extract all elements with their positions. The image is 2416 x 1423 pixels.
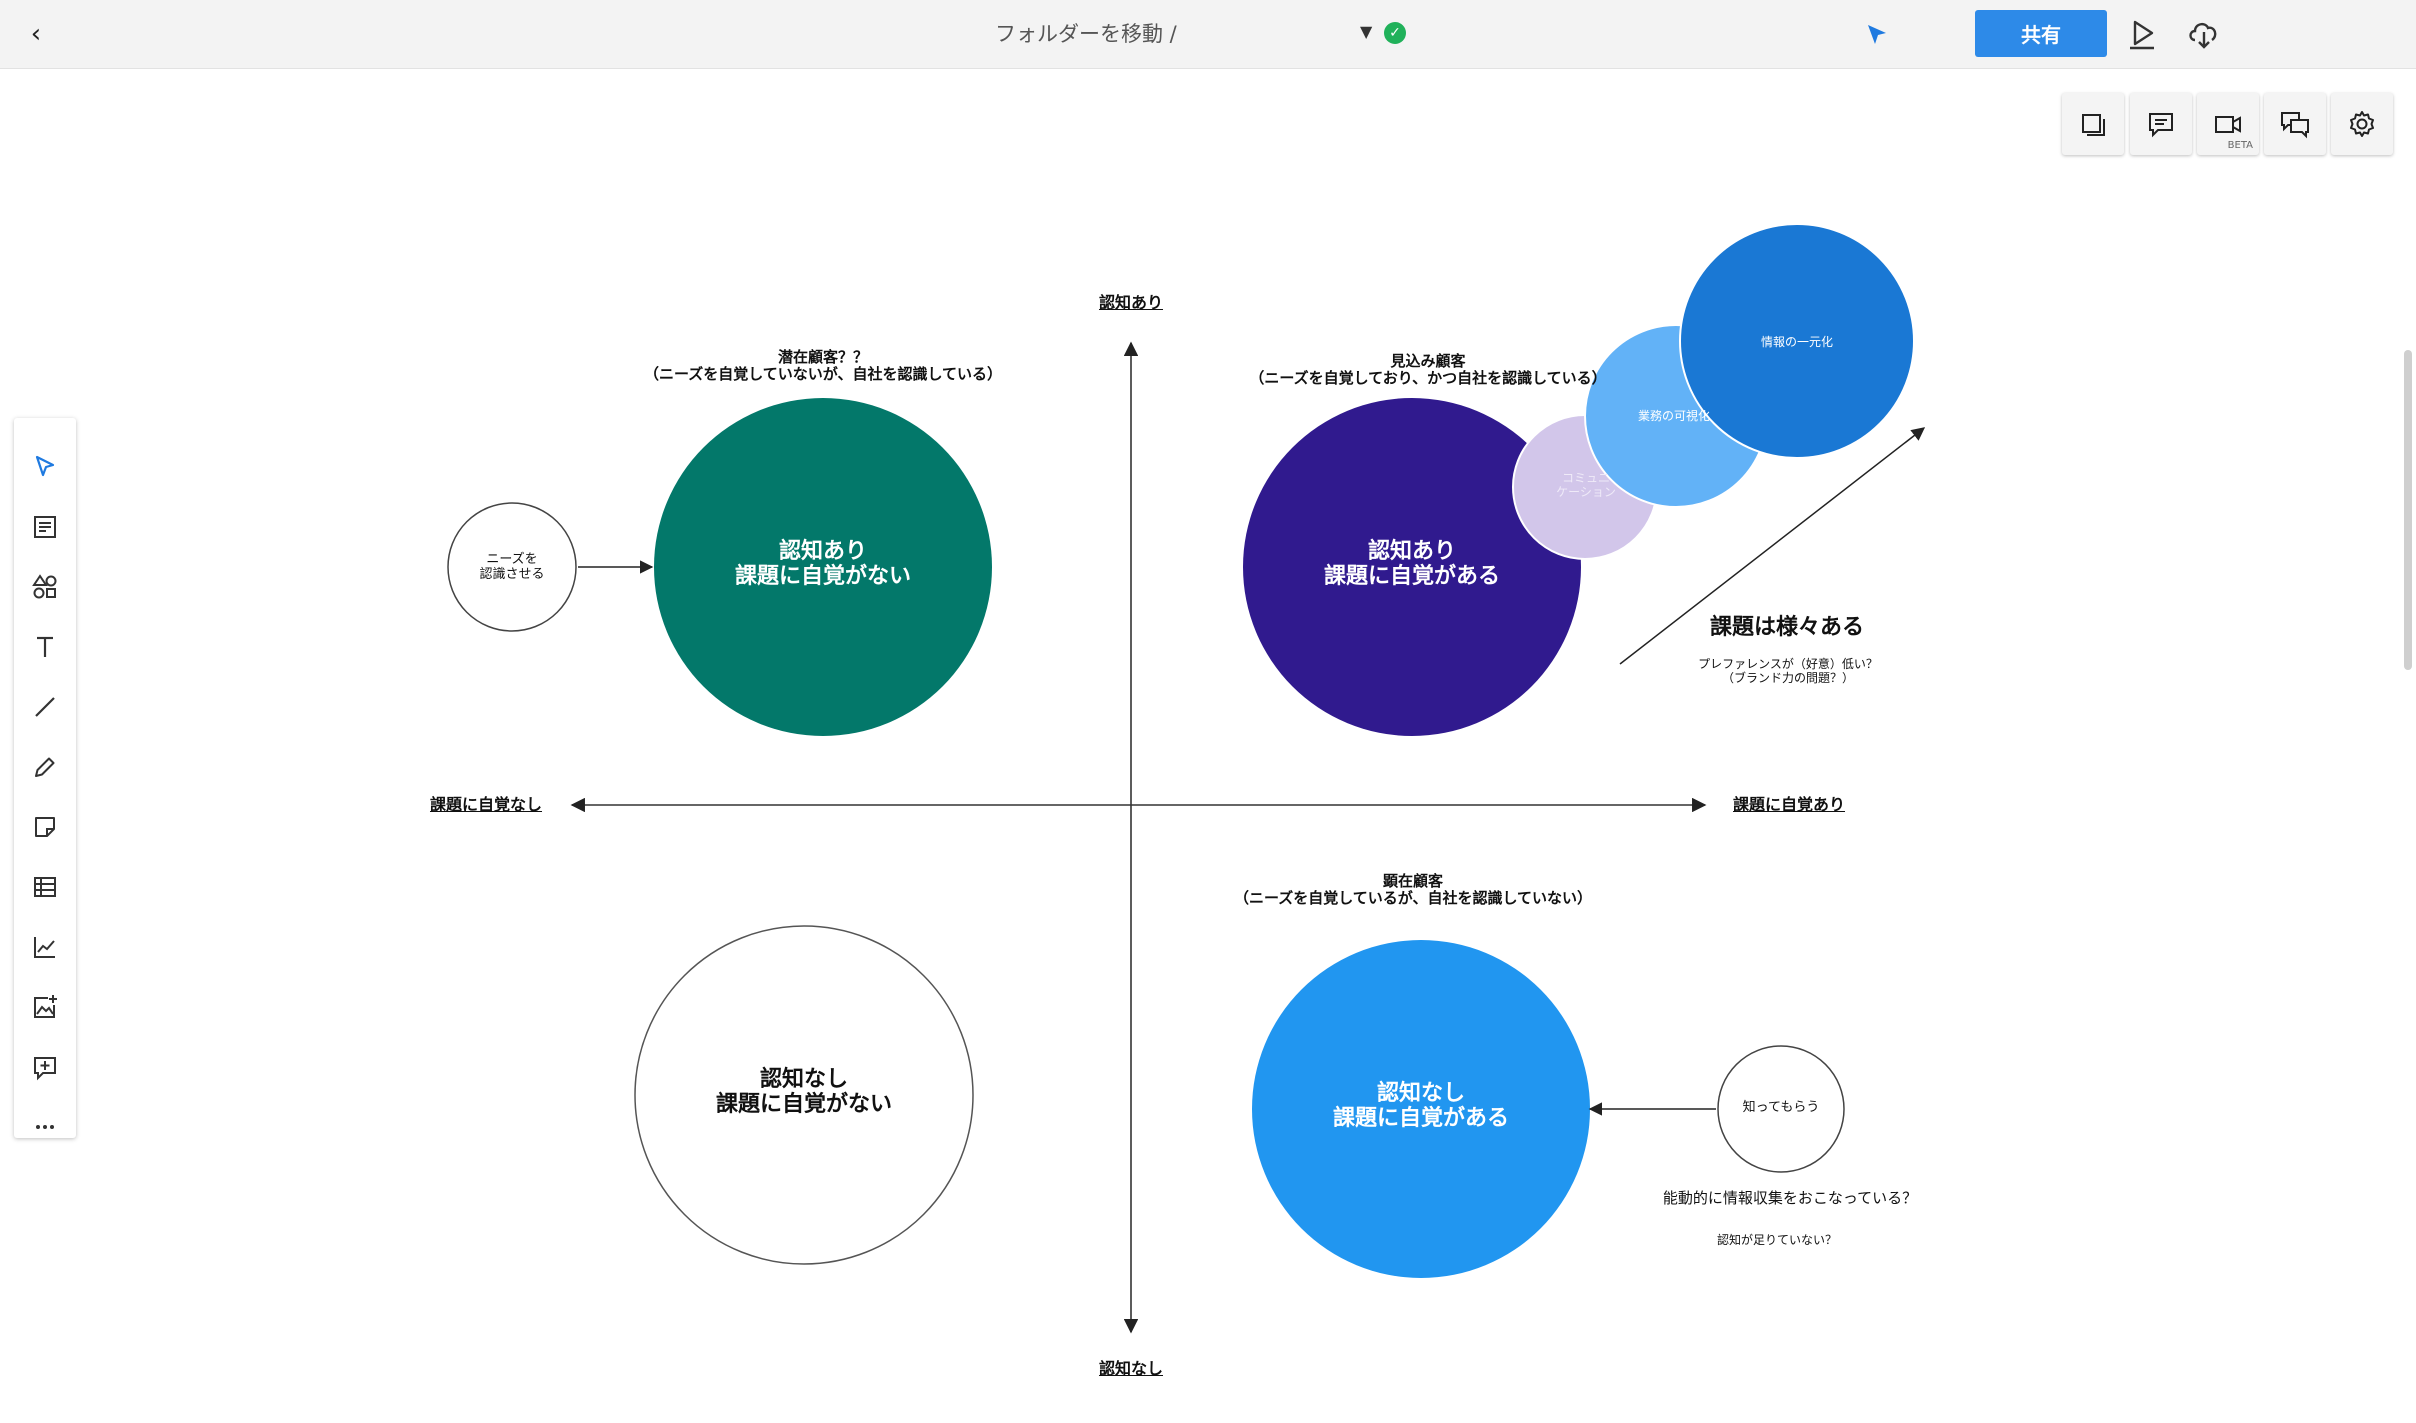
- template-tool[interactable]: [22, 504, 68, 550]
- circle-unaware-with-issue-label: 認知なし 課題に自覚がある: [1332, 1081, 1510, 1132]
- share-button[interactable]: 共有: [1975, 10, 2107, 57]
- shapes-icon: [32, 574, 57, 599]
- axis-right-label: 課題に自覚あり: [1732, 795, 1846, 814]
- awareness-label: 知ってもらう: [1742, 1100, 1820, 1115]
- gear-icon: [2350, 111, 2374, 137]
- segment-bottom-right-title: 顕在顧客 （ニーズを自覚しているが、自社を認識していない）: [1233, 872, 1593, 908]
- pointer-mode-icon[interactable]: [1862, 20, 1892, 50]
- needs-recognition-label: ニーズを 認識させる: [479, 552, 545, 582]
- segment-top-left-title: 潜在顧客？？ （ニーズを自覚していないが、自社を認識している）: [643, 348, 1003, 384]
- circle-aware-with-issue-label: 認知あり 課題に自覚がある: [1323, 539, 1501, 590]
- sticky-note-icon: [35, 817, 55, 837]
- more-tools-button[interactable]: [22, 1104, 68, 1150]
- pages-panel-button[interactable]: [2062, 93, 2124, 155]
- bubble-visualization-label: 業務の可視化: [1637, 409, 1711, 423]
- comments-panel-button[interactable]: [2130, 93, 2192, 155]
- axis-bottom-label: 認知なし: [1098, 1359, 1164, 1378]
- present-play-icon[interactable]: [2122, 14, 2162, 54]
- axis-top-label: 認知あり: [1098, 293, 1164, 312]
- add-comment-tool[interactable]: [22, 1044, 68, 1090]
- image-add-icon: [34, 995, 57, 1018]
- video-call-button[interactable]: BETA: [2197, 93, 2259, 155]
- circle-needs-recognition[interactable]: [447, 502, 577, 632]
- line-icon: [35, 697, 55, 717]
- issues-vary-heading: 課題は様々ある: [1709, 615, 1865, 640]
- circle-unaware-no-issue-label: 認知なし 課題に自覚がない: [715, 1067, 893, 1118]
- template-icon: [34, 516, 56, 538]
- chat-icon: [2281, 112, 2309, 139]
- pen-tool[interactable]: [22, 744, 68, 790]
- table-icon: [34, 877, 56, 897]
- info-gathering-note: 能動的に情報収集をおこなっている？: [1662, 1189, 1918, 1207]
- back-icon[interactable]: ‹: [30, 19, 42, 49]
- top-bar: ‹ フォルダーを移動 / ▼ ✓ 共有: [0, 0, 2416, 69]
- table-tool[interactable]: [22, 864, 68, 910]
- vertical-scrollbar[interactable]: [2404, 350, 2412, 670]
- breadcrumb-folder-link[interactable]: フォルダーを移動 /: [995, 22, 1177, 46]
- sticky-note-tool[interactable]: [22, 804, 68, 850]
- text-t-icon: [37, 636, 53, 657]
- pages-icon: [2082, 114, 2105, 136]
- settings-button[interactable]: [2331, 93, 2393, 155]
- text-tool[interactable]: [22, 624, 68, 670]
- circle-unaware-with-issue[interactable]: [1252, 940, 1590, 1278]
- circle-aware-no-issue-label: 認知あり 課題に自覚がない: [734, 539, 912, 590]
- comment-icon: [2149, 113, 2173, 138]
- video-camera-icon: [2215, 116, 2241, 133]
- circle-awareness[interactable]: [1717, 1045, 1845, 1173]
- bubble-unification[interactable]: [1679, 223, 1915, 459]
- preference-note: プレファレンスが（好意）低い？ （ブランド力の問題？）: [1698, 657, 1878, 685]
- chat-panel-button[interactable]: [2264, 93, 2326, 155]
- comment-add-icon: [34, 1057, 56, 1081]
- bubble-unification-label: 情報の一元化: [1760, 335, 1834, 349]
- saved-check-icon: ✓: [1384, 22, 1406, 44]
- select-tool[interactable]: [22, 444, 68, 490]
- line-chart-icon: [34, 937, 55, 958]
- diagonal-arrow: [1619, 427, 1926, 665]
- circle-unaware-no-issue[interactable]: [634, 925, 974, 1265]
- download-cloud-icon[interactable]: [2184, 14, 2224, 54]
- line-tool[interactable]: [22, 684, 68, 730]
- pencil-icon: [35, 757, 55, 777]
- segment-top-right-title: 見込み顧客 （ニーズを自覚しており、かつ自社を認識している）: [1249, 352, 1607, 388]
- bubble-communication-label: コミュニ ケーション: [1556, 471, 1616, 499]
- tool-palette: [14, 418, 76, 1138]
- chart-tool[interactable]: [22, 924, 68, 970]
- cursor-arrow-icon: [35, 455, 55, 477]
- beta-badge: BETA: [2227, 140, 2253, 151]
- circle-aware-no-issue[interactable]: [654, 398, 992, 736]
- image-tool[interactable]: [22, 984, 68, 1030]
- more-dots-icon: [36, 1125, 54, 1129]
- shape-tool[interactable]: [22, 564, 68, 610]
- circle-aware-with-issue[interactable]: [1243, 398, 1581, 736]
- chevron-down-icon[interactable]: ▼: [1360, 22, 1373, 41]
- awareness-lacking-note: 認知が足りていない？: [1716, 1233, 1838, 1247]
- axis-left-label: 課題に自覚なし: [429, 795, 543, 814]
